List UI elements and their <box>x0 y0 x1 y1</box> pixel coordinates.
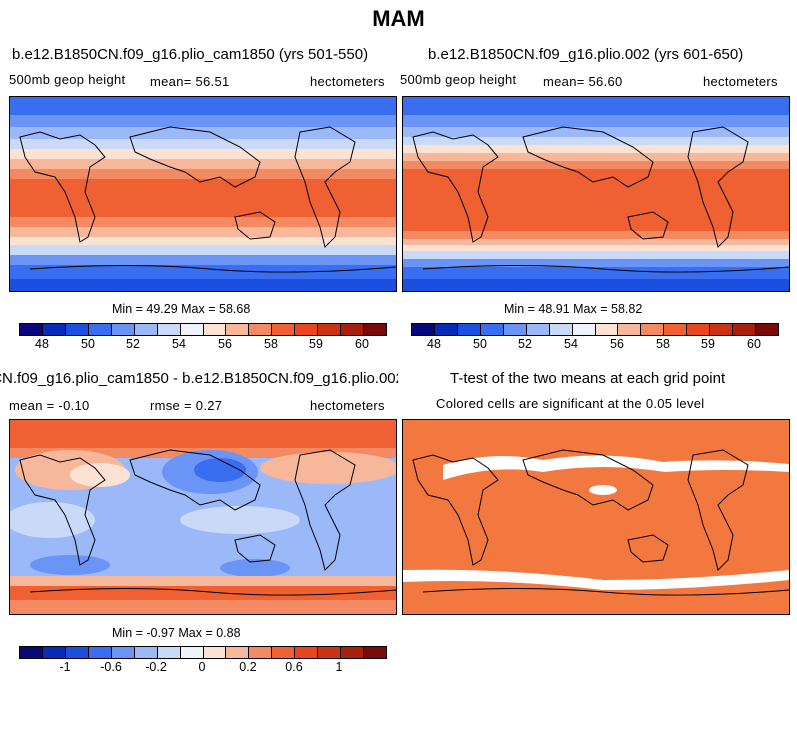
cbar-tick: 0.2 <box>239 660 257 674</box>
cbar-tick: 54 <box>172 337 186 351</box>
cbar-tick: 56 <box>610 337 624 351</box>
cbar-tick: 60 <box>355 337 369 351</box>
panel1-map-field <box>10 97 396 291</box>
panel2-map <box>402 96 790 292</box>
figure-title: MAM <box>372 6 425 31</box>
panel3-colorbar <box>19 646 387 659</box>
panel3-title: b.e12.B1850CN.f09_g16.plio_cam1850 - b.e… <box>0 370 398 387</box>
cbar-tick: -0.2 <box>145 660 167 674</box>
cbar-tick: 48 <box>427 337 441 351</box>
panel2-colorbar <box>411 323 779 336</box>
panel2-variable: 500mb geop height <box>400 72 517 87</box>
cbar-tick: 52 <box>126 337 140 351</box>
panel2-minmax: Min = 48.91 Max = 58.82 <box>504 302 643 316</box>
cbar-tick: 59 <box>701 337 715 351</box>
cbar-tick: 48 <box>35 337 49 351</box>
panel2-mean: mean= 56.60 <box>543 74 623 89</box>
cbar-tick: 60 <box>747 337 761 351</box>
panel3-mean: mean = -0.10 <box>9 398 90 413</box>
cbar-tick: 50 <box>473 337 487 351</box>
panel1-colorbar-ticks: 48 50 52 54 56 58 59 60 <box>19 337 385 353</box>
cbar-tick: 56 <box>218 337 232 351</box>
panel4-title: T-test of the two means at each grid poi… <box>450 370 726 387</box>
panel4-map-field <box>403 420 789 614</box>
cbar-tick: 52 <box>518 337 532 351</box>
panel4-map <box>402 419 790 615</box>
panel2-colorbar-ticks: 48 50 52 54 56 58 59 60 <box>411 337 777 353</box>
cbar-tick: -1 <box>59 660 71 674</box>
panel1-mean: mean= 56.51 <box>150 74 230 89</box>
panel1-colorbar <box>19 323 387 336</box>
cbar-tick: 58 <box>656 337 670 351</box>
panel1-title: b.e12.B1850CN.f09_g16.plio_cam1850 (yrs … <box>12 46 369 63</box>
panel3-minmax: Min = -0.97 Max = 0.88 <box>112 626 241 640</box>
panel2-units: hectometers <box>703 74 778 89</box>
cbar-tick: 0.6 <box>285 660 303 674</box>
panel3-title-clip: b.e12.B1850CN.f09_g16.plio_cam1850 - b.e… <box>0 368 398 388</box>
panel1-minmax: Min = 49.29 Max = 58.68 <box>112 302 251 316</box>
cbar-tick: 54 <box>564 337 578 351</box>
cbar-tick: 59 <box>309 337 323 351</box>
cbar-tick: -0.6 <box>100 660 122 674</box>
cbar-tick: 50 <box>81 337 95 351</box>
panel1-map <box>9 96 397 292</box>
cbar-tick: 1 <box>335 660 343 674</box>
panel3-units: hectometers <box>310 398 385 413</box>
panel4-subtitle: Colored cells are significant at the 0.0… <box>436 396 705 411</box>
panel1-units: hectometers <box>310 74 385 89</box>
panel3-map-field <box>10 420 396 614</box>
panel3-map <box>9 419 397 615</box>
panel3-rmse: rmse = 0.27 <box>150 398 223 413</box>
cbar-tick: 58 <box>264 337 278 351</box>
panel2-map-field <box>403 97 789 291</box>
cbar-tick: 0 <box>198 660 206 674</box>
panel1-variable: 500mb geop height <box>9 72 126 87</box>
panel3-colorbar-ticks: -1 -0.6 -0.2 0 0.2 0.6 1 <box>19 660 385 676</box>
panel2-title: b.e12.B1850CN.f09_g16.plio.002 (yrs 601-… <box>428 46 744 63</box>
